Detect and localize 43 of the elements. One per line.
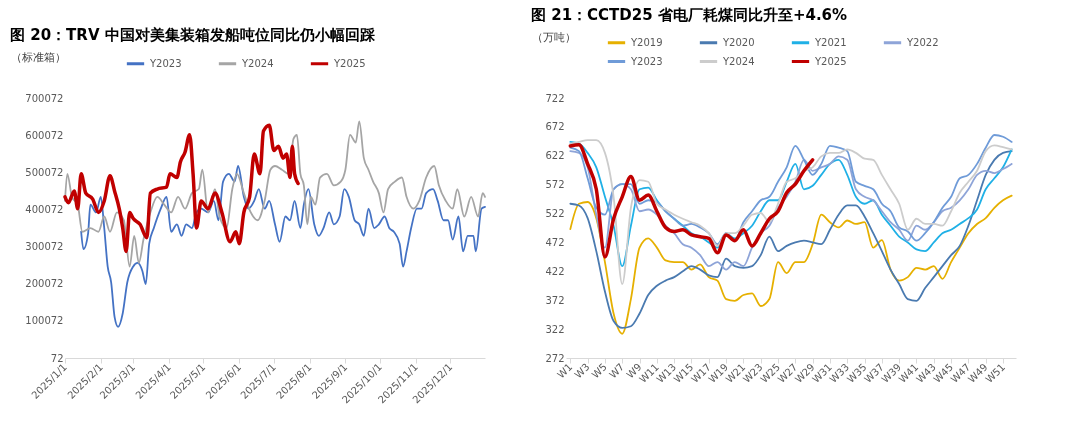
line-series [568, 143, 815, 259]
line-series [569, 150, 1013, 329]
line-series [80, 165, 486, 328]
y-tick-label: 400072 [25, 203, 64, 215]
y-tick-label: 200072 [25, 278, 64, 290]
x-tick-label: W7 [607, 361, 627, 381]
y-tick-label: 272 [545, 352, 565, 364]
legend-label: Y2024 [722, 55, 755, 67]
y-tick-label: 300072 [25, 241, 64, 253]
legend-label: Y2023 [149, 57, 182, 69]
legend-label: Y2022 [906, 36, 939, 48]
y-tick-label: 372 [545, 294, 565, 306]
chart-title: 图 20：TRV 中国对美集装箱发船吨位同比仍小幅回踩 [10, 26, 376, 44]
y-tick-label: 722 [545, 92, 565, 104]
y-tick-label: 472 [545, 236, 565, 248]
legend-label: Y2019 [630, 36, 663, 48]
x-tick-label: W5 [589, 361, 609, 381]
legend-label: Y2025 [814, 55, 847, 67]
y-tick-label: 700072 [25, 92, 64, 104]
legend-label: Y2024 [241, 57, 274, 69]
line-series [64, 120, 486, 268]
line-series [569, 194, 1013, 335]
legend-label: Y2023 [630, 55, 663, 67]
x-tick-label: W3 [572, 361, 592, 381]
legend-label: Y2021 [814, 36, 847, 48]
legend-label: Y2025 [333, 57, 366, 69]
y-tick-label: 672 [545, 121, 565, 133]
y-tick-label: 72 [50, 352, 64, 364]
y-axis-title: （标准箱） [10, 50, 66, 64]
line-series [569, 134, 1013, 246]
y-tick-label: 422 [545, 265, 565, 277]
y-tick-label: 622 [545, 150, 565, 162]
chart-title: 图 21：CCTD25 省电厂耗煤同比升至+4.6% [531, 6, 848, 24]
x-tick-label: W1 [555, 361, 575, 381]
y-tick-label: 600072 [25, 129, 64, 141]
y-tick-label: 572 [545, 179, 565, 191]
line-series [63, 123, 300, 254]
y-tick-label: 322 [545, 323, 565, 335]
y-tick-label: 522 [545, 208, 565, 220]
y-tick-label: 100072 [25, 315, 64, 327]
y-axis-title: （万吨） [531, 30, 576, 44]
y-tick-label: 500072 [25, 166, 64, 178]
legend-label: Y2020 [722, 36, 755, 48]
